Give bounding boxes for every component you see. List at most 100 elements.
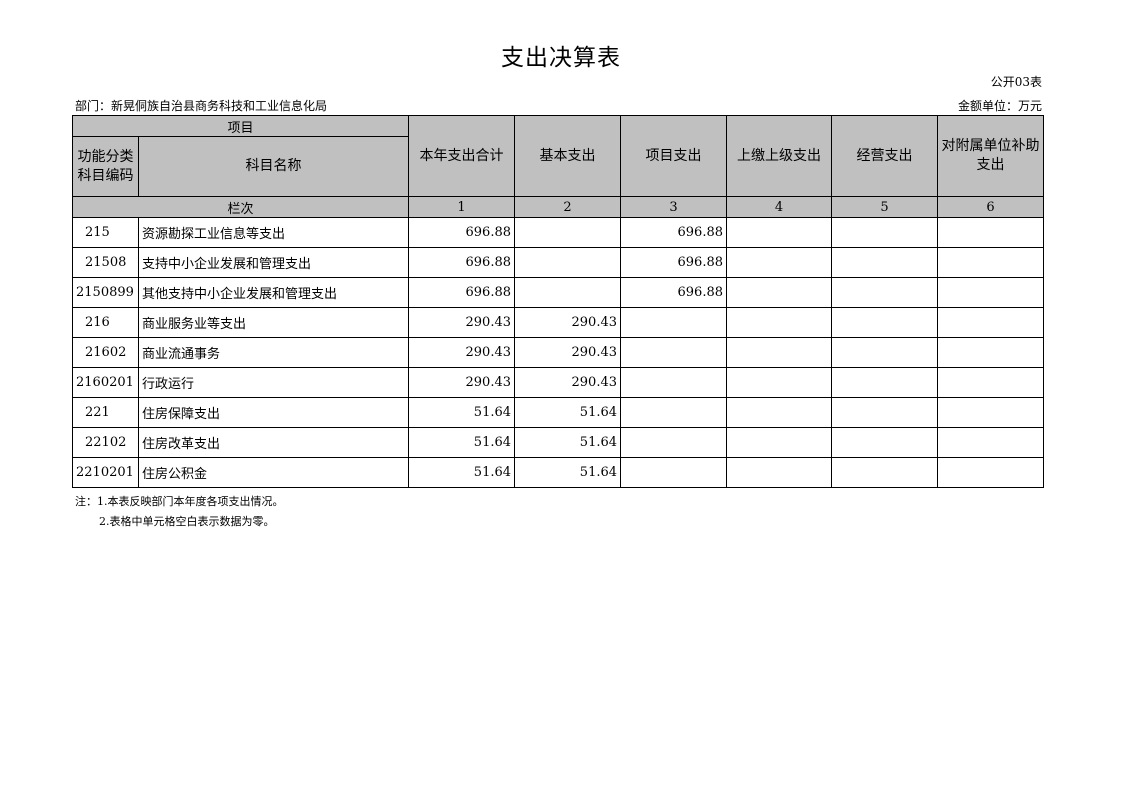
cell-total: 290.43	[408, 307, 516, 338]
cell-business	[831, 367, 939, 398]
cell-total: 51.64	[408, 427, 516, 458]
page-title: 支出决算表	[501, 45, 621, 71]
cell-basic: 290.43	[514, 307, 622, 338]
cell-total: 696.88	[408, 247, 516, 278]
cell-upper	[726, 337, 833, 368]
col-num: 5	[831, 196, 939, 218]
cell-project	[620, 367, 728, 398]
cell-basic: 290.43	[514, 367, 622, 398]
cell-project	[620, 427, 728, 458]
cell-upper	[726, 277, 833, 308]
cell-project: 696.88	[620, 247, 728, 278]
cell-basic	[514, 277, 622, 308]
cell-total: 51.64	[408, 457, 516, 488]
cell-code: 215	[72, 217, 139, 248]
col-num: 2	[514, 196, 622, 218]
cell-upper	[726, 247, 833, 278]
cell-total: 290.43	[408, 367, 516, 398]
cell-upper	[726, 457, 833, 488]
cell-total: 696.88	[408, 277, 516, 308]
cell-basic	[514, 217, 622, 248]
cell-project	[620, 457, 728, 488]
cell-code: 22102	[72, 427, 139, 458]
cell-code: 2210201	[72, 457, 139, 488]
cell-business	[831, 307, 939, 338]
cell-name: 商业服务业等支出	[137, 307, 410, 338]
header-row-index: 栏次	[71, 196, 410, 218]
cell-subsidy	[937, 457, 1045, 488]
cell-name: 其他支持中小企业发展和管理支出	[137, 277, 410, 308]
department-label: 部门：新晃侗族自治县商务科技和工业信息化局	[75, 99, 328, 113]
cell-upper	[726, 427, 833, 458]
cell-basic: 51.64	[514, 397, 622, 428]
cell-code: 21508	[72, 247, 139, 278]
header-business: 经营支出	[831, 115, 939, 197]
cell-project	[620, 307, 728, 338]
table-row: 21508 支持中小企业发展和管理支出 696.88 696.88	[72, 247, 1045, 278]
cell-business	[831, 427, 939, 458]
cell-subsidy	[937, 217, 1045, 248]
cell-business	[831, 337, 939, 368]
cell-subsidy	[937, 277, 1045, 308]
cell-project: 696.88	[620, 217, 728, 248]
unit-label: 金额单位：万元	[957, 99, 1042, 113]
cell-business	[831, 217, 939, 248]
cell-subsidy	[937, 367, 1045, 398]
cell-upper	[726, 307, 833, 338]
cell-name: 住房保障支出	[137, 397, 410, 428]
expenditure-table: 项目 本年支出合计 基本支出 项目支出 上缴上级支出 经营支出 对附属单位补助支…	[71, 115, 1045, 488]
cell-subsidy	[937, 337, 1045, 368]
header-code: 功能分类科目编码	[72, 136, 139, 197]
cell-name: 支持中小企业发展和管理支出	[137, 247, 410, 278]
header-item: 项目	[71, 115, 410, 137]
cell-upper	[726, 397, 833, 428]
cell-upper	[726, 367, 833, 398]
cell-basic: 51.64	[514, 457, 622, 488]
table-row: 2150899 其他支持中小企业发展和管理支出 696.88 696.88	[72, 277, 1045, 308]
cell-basic: 51.64	[514, 427, 622, 458]
header-total: 本年支出合计	[408, 115, 516, 197]
form-number: 公开03表	[990, 75, 1042, 89]
note-2: 2.表格中单元格空白表示数据为零。	[99, 515, 275, 528]
cell-upper	[726, 217, 833, 248]
col-num: 6	[937, 196, 1045, 218]
cell-project: 696.88	[620, 277, 728, 308]
table-row: 2210201 住房公积金 51.64 51.64	[72, 457, 1045, 488]
cell-business	[831, 397, 939, 428]
cell-total: 51.64	[408, 397, 516, 428]
cell-name: 住房公积金	[137, 457, 410, 488]
header-subsidy: 对附属单位补助支出	[937, 115, 1045, 197]
cell-project	[620, 397, 728, 428]
header-name: 科目名称	[137, 136, 410, 197]
cell-name: 住房改革支出	[137, 427, 410, 458]
header-upper: 上缴上级支出	[726, 115, 833, 197]
cell-subsidy	[937, 307, 1045, 338]
header-basic: 基本支出	[514, 115, 622, 197]
cell-total: 290.43	[408, 337, 516, 368]
cell-subsidy	[937, 427, 1045, 458]
table-row: 21602 商业流通事务 290.43 290.43	[72, 337, 1045, 368]
table-row: 216 商业服务业等支出 290.43 290.43	[72, 307, 1045, 338]
cell-code: 216	[72, 307, 139, 338]
cell-project	[620, 337, 728, 368]
table-row: 221 住房保障支出 51.64 51.64	[72, 397, 1045, 428]
table-row: 215 资源勘探工业信息等支出 696.88 696.88	[72, 217, 1045, 248]
cell-subsidy	[937, 397, 1045, 428]
cell-code: 2150899	[72, 277, 139, 308]
cell-business	[831, 247, 939, 278]
cell-business	[831, 277, 939, 308]
cell-subsidy	[937, 247, 1045, 278]
header-project: 项目支出	[620, 115, 728, 197]
cell-business	[831, 457, 939, 488]
note-1: 注：1.本表反映部门本年度各项支出情况。	[75, 495, 284, 508]
cell-code: 2160201	[72, 367, 139, 398]
cell-code: 21602	[72, 337, 139, 368]
col-num: 3	[620, 196, 728, 218]
col-num: 4	[726, 196, 833, 218]
table-row: 2160201 行政运行 290.43 290.43	[72, 367, 1045, 398]
col-num: 1	[408, 196, 516, 218]
cell-name: 行政运行	[137, 367, 410, 398]
cell-name: 商业流通事务	[137, 337, 410, 368]
cell-code: 221	[72, 397, 139, 428]
cell-total: 696.88	[408, 217, 516, 248]
